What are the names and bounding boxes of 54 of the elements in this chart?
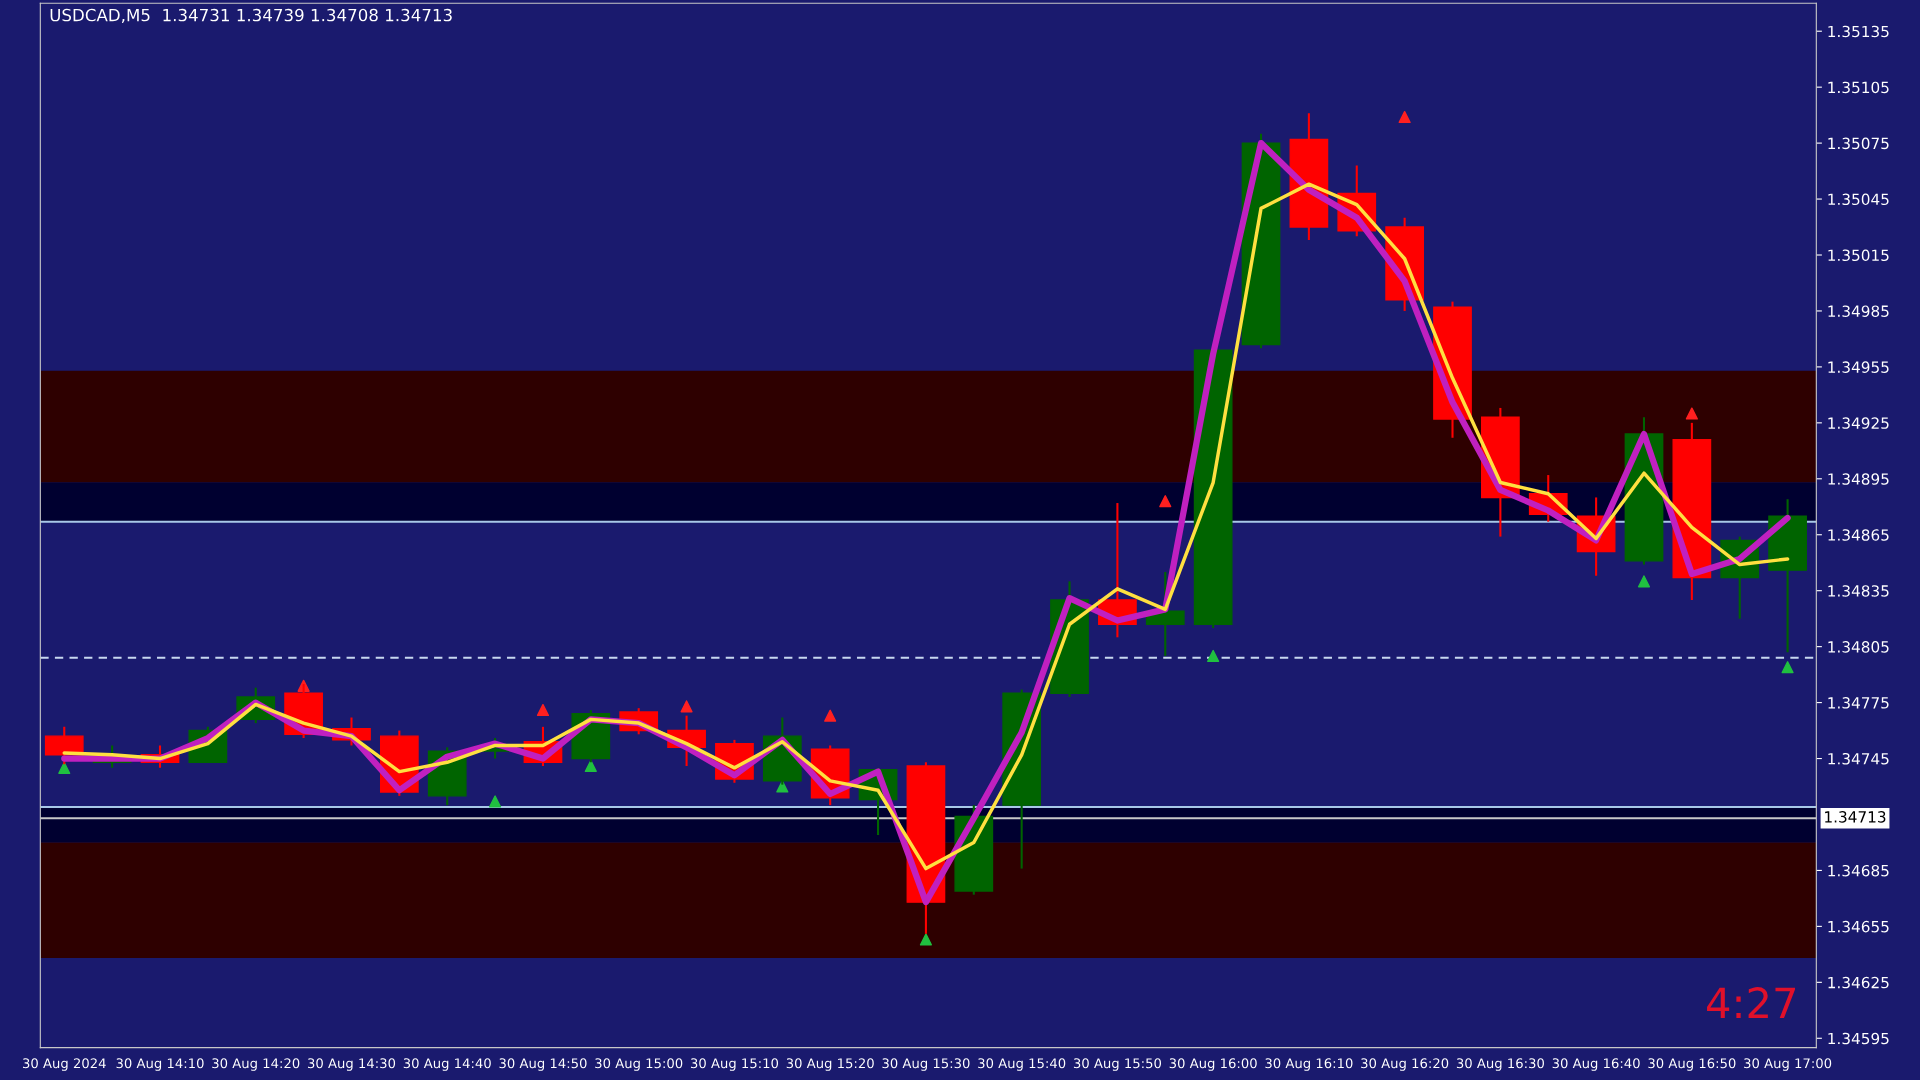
- x-tick-label: 30 Aug 16:50: [1648, 1058, 1736, 1071]
- x-tick-label: 30 Aug 16:20: [1361, 1058, 1449, 1071]
- y-tick-label: 1.35135: [1828, 25, 1889, 38]
- point: [1159, 495, 1172, 508]
- y-tick-label: 1.34865: [1828, 529, 1889, 541]
- y-tick-label: 1.34985: [1828, 305, 1889, 317]
- y-tick-label: 1.34775: [1828, 697, 1889, 709]
- x-tick-label: 30 Aug 16:40: [1552, 1058, 1640, 1071]
- x-tick-label: 30 Aug 14:10: [116, 1058, 204, 1071]
- x-tick-label: 30 Aug 14:20: [212, 1058, 300, 1071]
- point: [489, 795, 502, 808]
- point: [1685, 407, 1698, 420]
- x-tick-label: 30 Aug 15:50: [1073, 1058, 1162, 1071]
- x-tick-label: 30 Aug 14:30: [308, 1058, 396, 1071]
- point: [1398, 110, 1411, 124]
- x-tick-label: 30 Aug 16:10: [1265, 1058, 1353, 1071]
- point: [1637, 575, 1651, 588]
- point: [1207, 649, 1220, 663]
- x-tick-label: 30 Aug 14:40: [403, 1058, 491, 1071]
- y-tick-label: 1.35045: [1828, 193, 1889, 206]
- y-tick-label: 1.34835: [1828, 585, 1889, 597]
- point: [680, 700, 693, 713]
- x-tick-label: 30 Aug 2024: [23, 1058, 106, 1071]
- y-tick-label: 1.34625: [1828, 976, 1889, 989]
- x-tick-label: 30 Aug 14:50: [499, 1058, 587, 1071]
- point: [1781, 661, 1794, 674]
- point: [919, 933, 933, 946]
- y-tick-label: 1.35075: [1828, 137, 1889, 150]
- ref-line-label: 1.34713: [1825, 811, 1886, 823]
- annotation: 4:27: [1707, 987, 1795, 1019]
- y-tick-label: 1.34955: [1828, 361, 1889, 373]
- x-tick-label: 30 Aug 17:00: [1744, 1058, 1832, 1071]
- x-tick-label: 30 Aug 15:40: [978, 1058, 1066, 1071]
- y-tick-label: 1.34925: [1828, 417, 1889, 429]
- point: [776, 780, 789, 793]
- x-tick-label: 30 Aug 16:00: [1169, 1058, 1257, 1071]
- y-tick-label: 1.34655: [1828, 920, 1889, 933]
- x-tick-label: 30 Aug 15:30: [882, 1058, 970, 1071]
- chart-title: USDCAD,M5 1.34731 1.34739 1.34708 1.34713: [50, 8, 452, 24]
- y-tick-label: 1.34595: [1828, 1032, 1889, 1045]
- y-tick-label: 1.34805: [1828, 641, 1889, 653]
- x-tick-label: 30 Aug 15:00: [595, 1058, 683, 1071]
- x-tick-label: 30 Aug 15:10: [690, 1058, 779, 1071]
- point: [584, 759, 597, 773]
- y-tick-label: 1.34685: [1828, 864, 1889, 877]
- point: [824, 709, 837, 722]
- point: [536, 703, 550, 717]
- y-tick-label: 1.35105: [1828, 81, 1889, 94]
- point: [58, 761, 71, 774]
- x-tick-label: 30 Aug 16:30: [1456, 1058, 1544, 1071]
- y-tick-label: 1.34745: [1828, 753, 1889, 765]
- x-tick-label: 30 Aug 15:20: [786, 1058, 874, 1071]
- y-tick-label: 1.35015: [1828, 249, 1889, 262]
- y-tick-label: 1.34895: [1828, 473, 1889, 485]
